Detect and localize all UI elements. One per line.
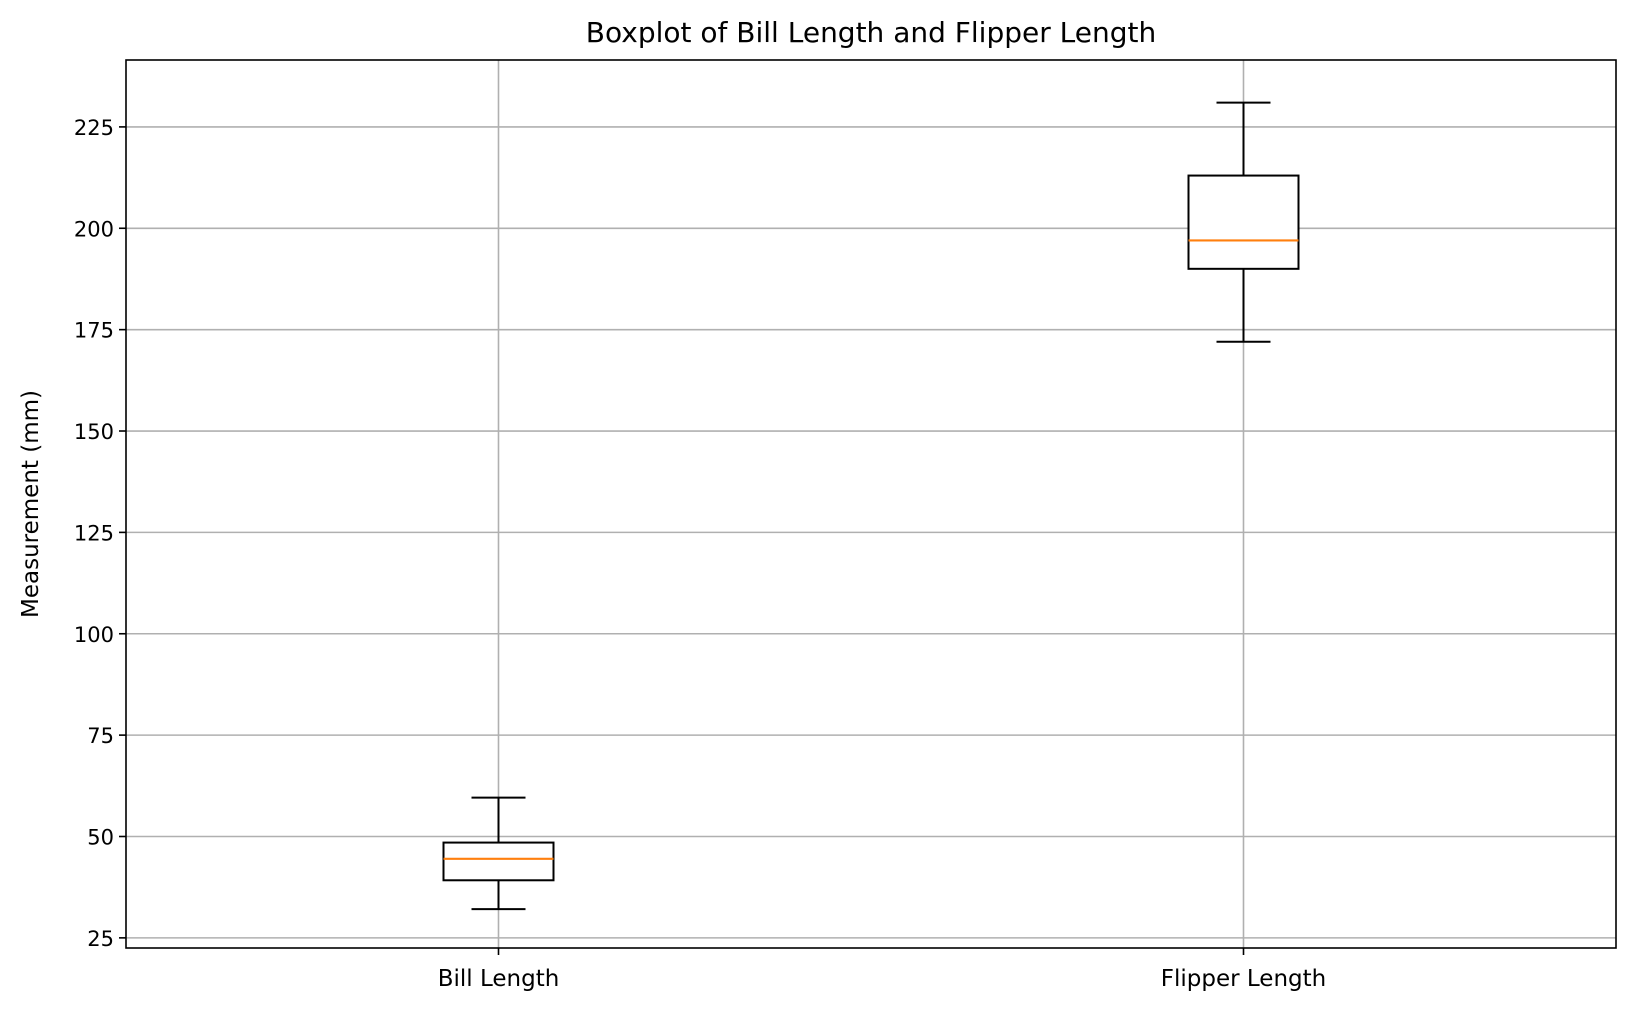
- box-group: [442, 796, 555, 911]
- y-tick-label: 125: [74, 521, 114, 545]
- y-tick-label: 25: [87, 927, 114, 951]
- y-tick-label: 75: [87, 724, 114, 748]
- y-axis-label: Measurement (mm): [18, 390, 44, 618]
- box-body: [442, 841, 555, 882]
- y-tick-label: 225: [74, 116, 114, 140]
- box-body: [1187, 174, 1300, 270]
- y-tick-label: 100: [74, 623, 114, 647]
- y-tick-label: 200: [74, 217, 114, 241]
- plot-frame: [125, 59, 1617, 949]
- y-tick-label: 50: [87, 825, 114, 849]
- box-layer: [442, 101, 1300, 911]
- y-tick-label: 175: [74, 319, 114, 343]
- x-tick-label: Bill Length: [438, 966, 560, 992]
- chart-title: Boxplot of Bill Length and Flipper Lengt…: [586, 16, 1156, 49]
- box-group: [1187, 101, 1300, 343]
- tick-layer: 25 50 75 100 125 150 175 200 225 Bill Length Flipp…: [74, 116, 1326, 992]
- x-tick-label: Flipper Length: [1161, 966, 1326, 992]
- y-tick-label: 150: [74, 420, 114, 444]
